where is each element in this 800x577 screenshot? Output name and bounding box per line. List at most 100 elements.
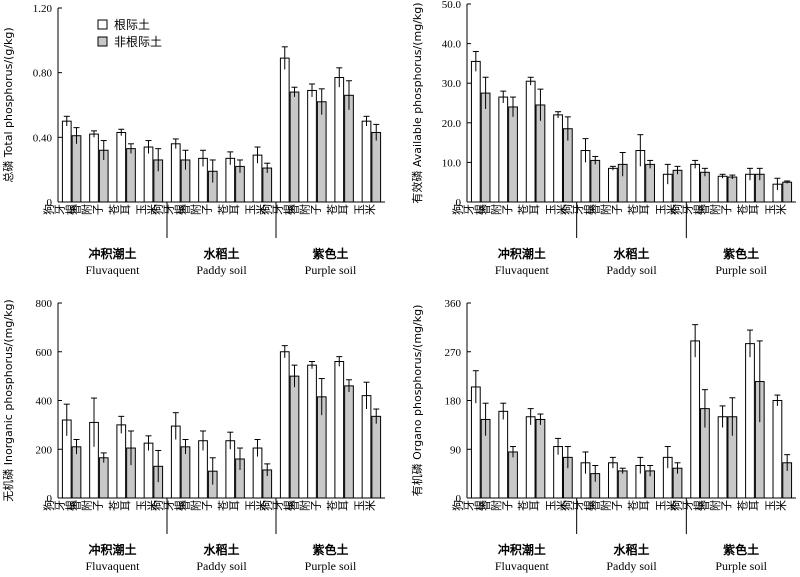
category-label: 玉米 xyxy=(135,500,158,513)
group-label-cn: 紫色土 xyxy=(723,246,759,261)
category-label: 狗牙根 xyxy=(260,204,294,217)
category-label: 狗牙根 xyxy=(561,204,595,217)
category-label: 苍耳 xyxy=(108,500,130,513)
category-label: 玉米 xyxy=(353,500,376,513)
y-tick-label: 40.0 xyxy=(442,39,462,51)
category-label: 玉米 xyxy=(353,204,376,217)
bar-non-rhizosphere xyxy=(617,470,628,499)
y-tick-label: 10.0 xyxy=(442,157,462,169)
bar-rhizosphere xyxy=(717,175,728,203)
category-label: 玉米 xyxy=(545,500,568,513)
bar-non-rhizosphere xyxy=(672,169,683,203)
y-tick-label: 600 xyxy=(36,347,53,359)
bar-rhizosphere xyxy=(553,114,563,203)
category-label: 狗牙根 xyxy=(561,500,595,513)
y-tick-label: 0 xyxy=(47,197,53,209)
y-tick-label: 360 xyxy=(445,298,462,310)
group-label-en: Paddy soil xyxy=(196,263,247,277)
bar-non-rhizosphere xyxy=(371,131,382,203)
bar-rhizosphere xyxy=(690,163,701,203)
y-tick-label: 180 xyxy=(445,396,462,408)
bar-rhizosphere xyxy=(772,400,783,499)
y-tick-label: 800 xyxy=(36,298,53,310)
bar-rhizosphere xyxy=(470,386,481,499)
bar-rhizosphere xyxy=(225,440,236,499)
bar-rhizosphere xyxy=(307,89,317,203)
category-label: 香附子 xyxy=(179,204,212,217)
group-label-en: Fluvaquent xyxy=(495,559,550,573)
y-tick-label: 0.40 xyxy=(33,132,53,144)
bar-non-rhizosphere xyxy=(98,457,109,499)
y-tick-label: 200 xyxy=(36,444,53,456)
bar-rhizosphere xyxy=(690,340,701,499)
category-label: 狗牙根 xyxy=(260,500,294,513)
bar-rhizosphere xyxy=(225,157,236,203)
y-tick-label: 0.80 xyxy=(33,68,53,80)
category-label: 狗牙根 xyxy=(42,204,76,217)
bar-rhizosphere xyxy=(334,361,345,499)
bar-non-rhizosphere xyxy=(262,167,273,203)
category-label: 玉米 xyxy=(135,204,158,217)
group-label-en: Purple soil xyxy=(305,263,357,277)
group-label-en: Fluvaquent xyxy=(495,263,550,277)
y-tick-label: 400 xyxy=(36,396,53,408)
bar-rhizosphere xyxy=(525,80,536,203)
bar-rhizosphere xyxy=(525,416,536,499)
category-label: 苍耳 xyxy=(737,204,759,217)
legend-swatch-non-rhizosphere xyxy=(97,36,108,47)
bar-non-rhizosphere xyxy=(344,385,354,499)
y-tick-label: 50.0 xyxy=(442,0,462,11)
category-label: 香附子 xyxy=(479,204,512,217)
y-tick-label: 1.20 xyxy=(33,3,53,15)
bar-non-rhizosphere xyxy=(590,159,601,203)
bar-rhizosphere xyxy=(89,133,99,203)
bar-non-rhizosphere xyxy=(508,106,518,203)
bar-rhizosphere xyxy=(116,424,127,499)
bar-non-rhizosphere xyxy=(508,451,518,499)
category-label: 玉米 xyxy=(655,500,678,513)
category-label: 香附子 xyxy=(288,500,321,513)
category-label: 苍耳 xyxy=(217,500,239,513)
chart-panel-1: 0 0.40 0.80 1.20 总磷 Total phosphorus/(g/kg) 狗… xyxy=(1,3,385,277)
bar-non-rhizosphere xyxy=(289,91,300,203)
category-label: 狗牙根 xyxy=(151,204,185,217)
category-label: 玉米 xyxy=(244,204,267,217)
y-axis-label: 有机磷 Organo phosphorus/(mg/kg) xyxy=(410,305,424,497)
bar-rhizosphere xyxy=(143,146,154,203)
group-label-cn: 水稻土 xyxy=(203,542,239,557)
bar-non-rhizosphere xyxy=(344,94,354,203)
bar-non-rhizosphere xyxy=(371,415,382,499)
bar-rhizosphere xyxy=(279,57,290,203)
group-label-cn: 紫色土 xyxy=(312,542,348,557)
category-label: 香附子 xyxy=(288,204,321,217)
group-label-en: Paddy soil xyxy=(606,559,657,573)
group-label-cn: 水稻土 xyxy=(613,542,649,557)
category-label: 香附子 xyxy=(698,204,731,217)
y-axis-label: 无机磷 Inorganic phosphorus/(mg/kg) xyxy=(1,299,15,501)
category-label: 狗牙根 xyxy=(671,204,705,217)
category-label: 狗牙根 xyxy=(151,500,185,513)
group-label-en: Paddy soil xyxy=(606,263,657,277)
bar-rhizosphere xyxy=(170,143,181,203)
chart-panel-2: 0 10.0 20.0 30.0 40.0 50.0 有效磷 Available phosp… xyxy=(410,0,796,277)
bar-non-rhizosphere xyxy=(782,181,793,203)
category-label: 狗牙根 xyxy=(451,500,485,513)
bar-rhizosphere xyxy=(745,343,755,499)
bar-rhizosphere xyxy=(498,410,509,499)
y-tick-label: 30.0 xyxy=(442,78,462,90)
bar-non-rhizosphere xyxy=(71,135,82,203)
group-label-cn: 冲积潮土 xyxy=(88,542,136,557)
group-label-en: Paddy soil xyxy=(196,559,247,573)
category-label: 苍耳 xyxy=(326,204,348,217)
category-label: 香附子 xyxy=(70,500,103,513)
category-label: 玉米 xyxy=(764,500,787,513)
chart-panel-3: 0 200 400 600 800 无机磷 Inorganic phosphorus/(m… xyxy=(1,298,385,573)
y-tick-label: 0 xyxy=(47,493,53,505)
category-label: 玉米 xyxy=(764,204,787,217)
category-label: 狗牙根 xyxy=(671,500,705,513)
bar-non-rhizosphere xyxy=(180,446,191,499)
group-label-cn: 水稻土 xyxy=(203,246,239,261)
category-label: 苍耳 xyxy=(737,500,759,513)
bar-rhizosphere xyxy=(61,120,72,203)
